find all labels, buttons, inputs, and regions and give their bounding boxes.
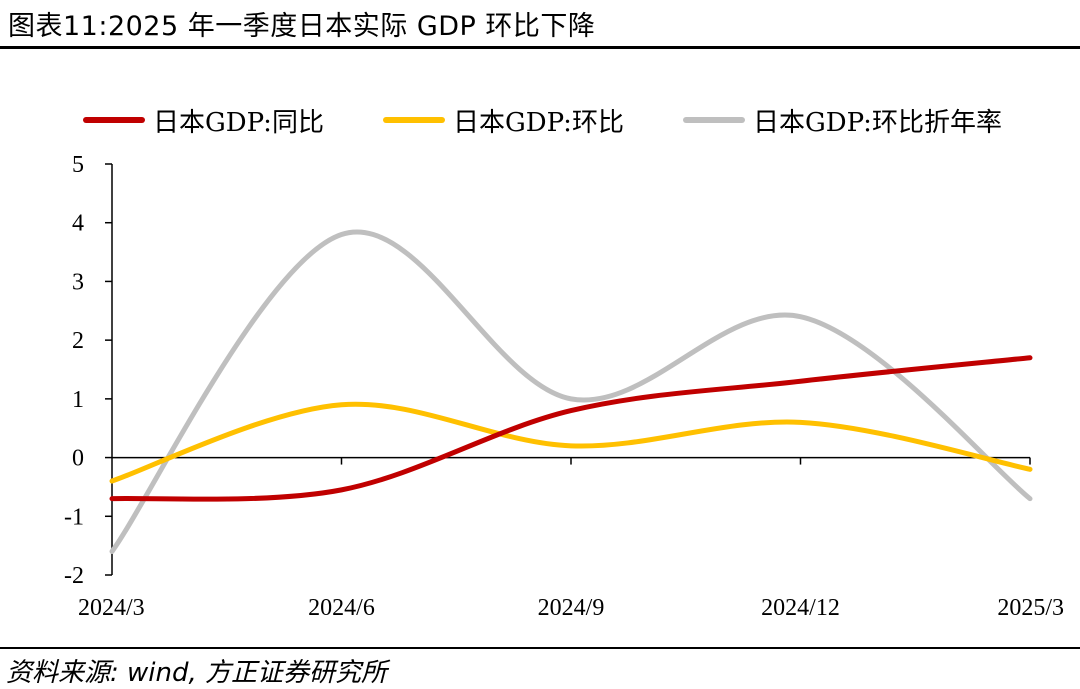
legend-swatch-yoy	[83, 117, 145, 123]
x-tick-label: 2024/3	[78, 595, 145, 621]
x-tick-label: 2025/3	[997, 595, 1064, 621]
legend-label-yoy: 日本GDP:同比	[153, 107, 324, 138]
y-tick-label: -2	[64, 563, 84, 589]
series-line-qoq-annualized	[109, 229, 1033, 555]
y-tick-label: 2	[72, 328, 84, 354]
y-tick-label: 1	[72, 387, 84, 413]
legend-item-qoq-annualized: 日本GDP:环比折年率	[683, 100, 1002, 140]
y-tick-label: 4	[72, 211, 84, 237]
y-tick-label: 5	[72, 152, 84, 178]
legend-item-yoy: 日本GDP:同比	[83, 100, 324, 140]
series-line-yoy	[109, 355, 1033, 502]
legend-label-qoq: 日本GDP:环比	[453, 107, 624, 138]
chart-title: 图表11:2025 年一季度日本实际 GDP 环比下降	[8, 11, 596, 42]
top-divider	[0, 46, 1080, 49]
legend-swatch-qoq	[383, 117, 445, 123]
y-tick-label: 3	[72, 269, 84, 295]
legend-swatch-qoq-annualized	[683, 117, 745, 123]
x-tick-label: 2024/9	[538, 595, 605, 621]
x-tick-label: 2024/12	[761, 595, 840, 621]
y-tick-label: 0	[72, 446, 84, 472]
series-line-qoq	[109, 401, 1033, 484]
legend-label-qoq-annualized: 日本GDP:环比折年率	[753, 107, 1002, 138]
y-tick-label: -1	[64, 504, 84, 530]
legend-item-qoq: 日本GDP:环比	[383, 100, 624, 140]
source-note: 资料来源: wind, 方正证券研究所	[6, 658, 388, 688]
bottom-divider	[0, 647, 1080, 649]
x-tick-label: 2024/6	[308, 595, 375, 621]
